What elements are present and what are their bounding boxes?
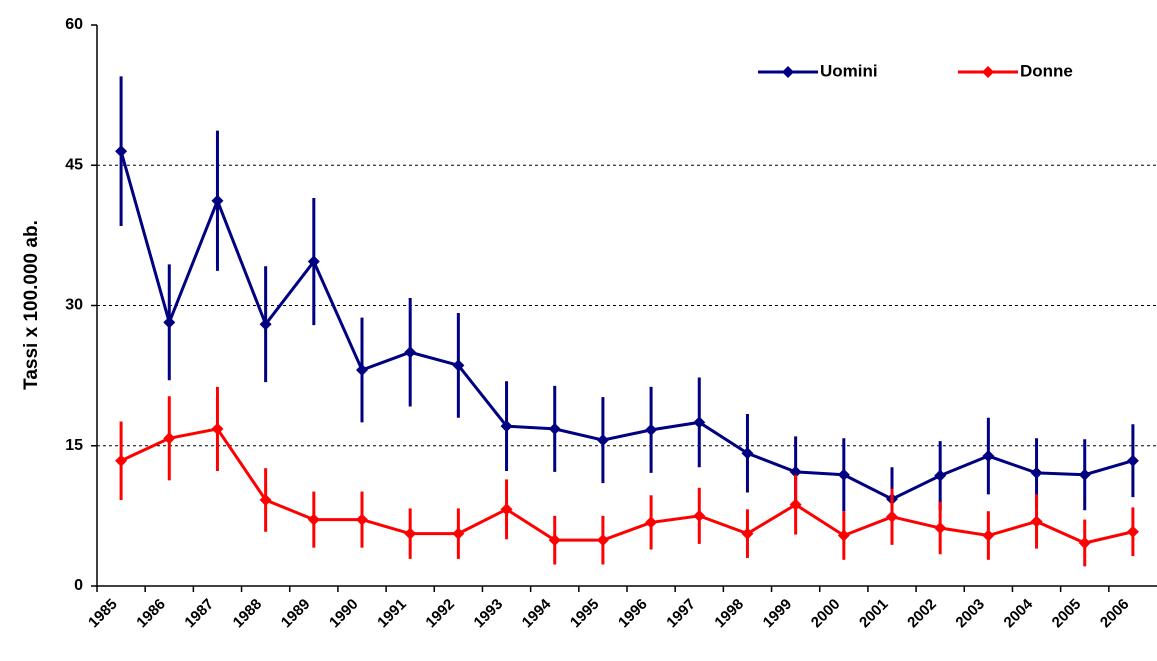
data-point bbox=[596, 534, 609, 547]
data-point bbox=[1126, 454, 1139, 467]
data-point bbox=[741, 527, 754, 540]
data-point bbox=[982, 450, 995, 463]
data-point bbox=[211, 422, 224, 435]
data-point bbox=[741, 447, 754, 460]
data-point bbox=[452, 359, 465, 372]
data-point bbox=[645, 423, 658, 436]
y-tick-label: 60 bbox=[65, 16, 83, 33]
data-point bbox=[548, 534, 561, 547]
data-point bbox=[163, 432, 176, 445]
data-point bbox=[693, 509, 706, 522]
data-point bbox=[163, 316, 176, 329]
data-point bbox=[356, 364, 368, 377]
series-line bbox=[119, 150, 1134, 501]
data-point bbox=[837, 468, 850, 481]
y-axis-label: Tassi x 100.000 ab. bbox=[21, 220, 42, 390]
y-tick-label: 30 bbox=[65, 297, 83, 314]
data-point bbox=[404, 346, 417, 359]
legend-label: Uomini bbox=[820, 61, 878, 80]
x-tick-label: 1998 bbox=[711, 596, 747, 632]
data-point bbox=[1078, 468, 1091, 481]
x-tick-label: 1986 bbox=[133, 596, 169, 632]
data-point bbox=[259, 493, 272, 506]
data-point bbox=[259, 318, 272, 331]
legend-label: Donne bbox=[1020, 61, 1073, 80]
data-point bbox=[1030, 515, 1043, 528]
x-tick-label: 1990 bbox=[326, 596, 362, 632]
x-tick-label: 1995 bbox=[567, 596, 603, 632]
data-point bbox=[934, 522, 947, 535]
legend-marker bbox=[982, 66, 994, 78]
x-tick-label: 2003 bbox=[952, 596, 988, 632]
x-tick-label: 2004 bbox=[1001, 595, 1037, 631]
x-tick-label: 1997 bbox=[663, 596, 699, 632]
data-point bbox=[356, 513, 368, 526]
series-line bbox=[120, 427, 1134, 545]
data-point bbox=[837, 529, 850, 542]
y-tick-label: 15 bbox=[65, 437, 83, 454]
data-point bbox=[500, 420, 513, 433]
x-tick-label: 2000 bbox=[808, 596, 844, 632]
x-tick-label: 1989 bbox=[278, 596, 314, 632]
data-point bbox=[982, 529, 995, 542]
x-tick-label: 1999 bbox=[760, 596, 796, 632]
data-point bbox=[596, 434, 609, 447]
data-point bbox=[115, 454, 128, 467]
data-point bbox=[452, 527, 465, 540]
data-point bbox=[1030, 466, 1043, 479]
data-point bbox=[645, 516, 658, 529]
x-tick-label: 1987 bbox=[181, 596, 217, 632]
y-tick-label: 45 bbox=[65, 156, 83, 173]
data-point bbox=[934, 469, 947, 482]
x-tick-label: 1991 bbox=[374, 596, 410, 632]
data-point bbox=[115, 145, 128, 158]
y-tick-label: 0 bbox=[74, 577, 83, 594]
x-tick-label: 1994 bbox=[519, 595, 555, 631]
x-tick-label: 1996 bbox=[615, 596, 651, 632]
data-point bbox=[548, 422, 561, 435]
x-tick-label: 2002 bbox=[904, 596, 940, 632]
data-point bbox=[500, 503, 513, 516]
x-tick-label: 2001 bbox=[856, 596, 892, 632]
data-point bbox=[693, 416, 706, 429]
x-tick-label: 2006 bbox=[1097, 596, 1133, 632]
data-point bbox=[404, 527, 417, 540]
x-tick-label: 1988 bbox=[230, 596, 266, 632]
data-point bbox=[1126, 525, 1139, 538]
legend-marker bbox=[782, 66, 794, 78]
data-point bbox=[307, 513, 320, 526]
x-tick-label: 1993 bbox=[471, 596, 507, 632]
data-point bbox=[886, 510, 898, 523]
x-tick-label: 1985 bbox=[85, 596, 121, 632]
data-point bbox=[211, 194, 224, 207]
data-point bbox=[789, 465, 802, 478]
x-tick-label: 2005 bbox=[1049, 596, 1085, 632]
data-point bbox=[789, 498, 802, 511]
data-point bbox=[307, 255, 320, 268]
data-point bbox=[1078, 536, 1091, 549]
x-tick-label: 1992 bbox=[422, 596, 458, 632]
